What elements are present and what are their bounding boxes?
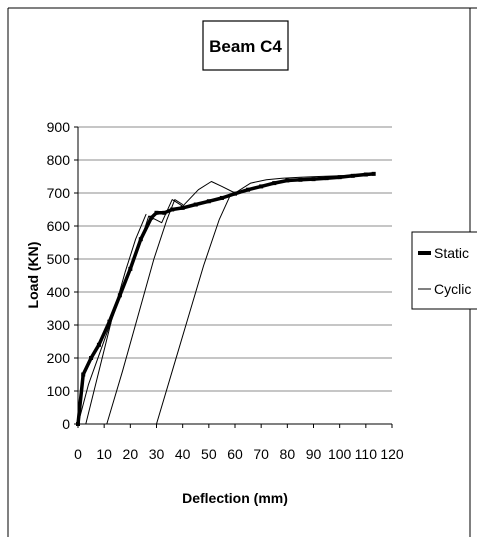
axes — [77, 127, 392, 425]
series-line-cyclic-loop — [85, 213, 147, 425]
static-marker — [162, 210, 167, 215]
y-tick-label: 900 — [47, 119, 71, 135]
static-marker — [324, 176, 329, 181]
y-axis-title: Load (KN) — [25, 242, 41, 309]
y-tick-label: 700 — [47, 185, 71, 201]
static-marker — [337, 175, 342, 180]
x-tick-label: 20 — [123, 446, 139, 462]
chart-title: Beam C4 — [209, 37, 282, 56]
y-tick-label: 800 — [47, 152, 71, 168]
series-line-static — [76, 172, 376, 426]
axis-ticks — [74, 126, 393, 428]
static-marker — [89, 356, 94, 360]
y-tick-label: 600 — [47, 218, 71, 234]
gridlines — [78, 126, 392, 392]
x-tick-label: 10 — [96, 446, 112, 462]
series-line-cyclic — [77, 173, 375, 425]
series-line-cyclic-loop — [106, 199, 184, 425]
static-marker — [206, 199, 211, 204]
tick-labels: 0 100 200 300 400 500 600 700 800 900 0 10 20 30 40 50 6… — [47, 119, 404, 462]
x-tick-label: 30 — [149, 446, 165, 462]
static-marker — [233, 191, 237, 196]
x-tick-label: 90 — [306, 446, 322, 462]
y-tick-label: 0 — [62, 416, 70, 432]
y-tick-label: 100 — [47, 383, 71, 399]
data-series — [76, 171, 376, 426]
x-tick-label: 40 — [175, 446, 191, 462]
x-tick-label: 80 — [280, 446, 296, 462]
series-line-cyclic-loop — [156, 192, 236, 425]
static-marker — [81, 372, 86, 377]
legend-label-static: Static — [434, 245, 469, 261]
static-marker — [180, 205, 185, 210]
static-marker — [170, 207, 175, 212]
y-tick-label: 300 — [47, 317, 71, 333]
x-tick-label: 110 — [355, 446, 378, 462]
chart-title-box: Beam C4 — [202, 20, 289, 71]
y-tick-label: 500 — [47, 251, 71, 267]
x-tick-label: 0 — [74, 446, 82, 462]
static-marker — [246, 187, 251, 192]
static-marker — [259, 184, 264, 189]
x-tick-label: 70 — [253, 446, 269, 462]
static-marker — [298, 177, 303, 182]
x-tick-label: 100 — [328, 446, 352, 462]
static-marker — [117, 293, 122, 298]
static-marker — [350, 173, 355, 178]
static-marker — [107, 319, 112, 324]
static-marker — [272, 181, 277, 186]
y-tick-label: 400 — [47, 284, 71, 300]
static-marker — [96, 342, 101, 347]
static-marker — [219, 195, 224, 200]
static-marker — [193, 202, 198, 207]
x-tick-label: 50 — [201, 446, 217, 462]
legend-label-cyclic: Cyclic — [434, 281, 471, 297]
x-tick-label: 60 — [227, 446, 243, 462]
x-axis-title: Deflection (mm) — [182, 490, 288, 506]
static-marker — [285, 178, 290, 183]
static-marker — [154, 210, 159, 215]
legend: Static Cyclic — [411, 231, 477, 310]
x-tick-label: 120 — [380, 446, 404, 462]
static-marker — [311, 177, 316, 182]
y-tick-label: 200 — [47, 350, 71, 366]
